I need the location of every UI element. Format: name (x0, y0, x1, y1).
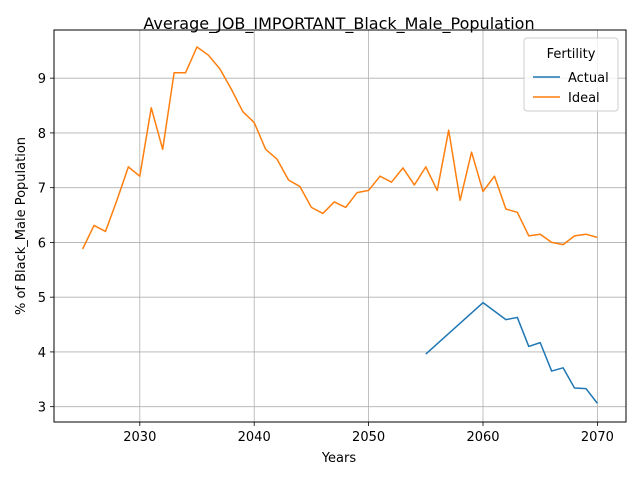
x-tick-label: 2040 (238, 430, 271, 445)
legend-label-ideal: Ideal (568, 91, 600, 106)
x-tick-label: 2070 (581, 430, 614, 445)
y-tick-label: 9 (38, 72, 46, 87)
y-tick-label: 7 (38, 182, 46, 197)
legend-title: Fertility (547, 47, 596, 62)
x-axis-title: Years (321, 451, 357, 466)
legend-box (523, 37, 619, 112)
y-tick-label: 5 (38, 291, 46, 306)
legend-label-actual: Actual (568, 71, 609, 86)
series-line-actual (425, 301, 598, 404)
y-axis-title: % of Black_Male Population (14, 137, 29, 315)
x-tick-label: 2060 (466, 430, 499, 445)
chart-title: Average_JOB_IMPORTANT_Black_Male_Populat… (143, 14, 534, 34)
x-tick-label: 2030 (123, 430, 156, 445)
plot-frame (53, 29, 627, 423)
x-tick-label: 2050 (352, 430, 385, 445)
y-tick-label: 4 (38, 346, 46, 361)
series-line-ideal (81, 46, 598, 250)
legend: Fertility Actual Ideal (523, 37, 619, 112)
y-tick-label: 6 (38, 236, 46, 251)
y-axis-ticks: 3 4 5 6 7 8 9 (38, 72, 54, 416)
series-lines (81, 46, 598, 404)
y-tick-label: 3 (38, 401, 46, 416)
y-tick-label: 8 (38, 127, 46, 142)
x-axis-ticks: 2030 2040 2050 2060 2070 (123, 422, 614, 445)
grid-lines (54, 30, 626, 422)
